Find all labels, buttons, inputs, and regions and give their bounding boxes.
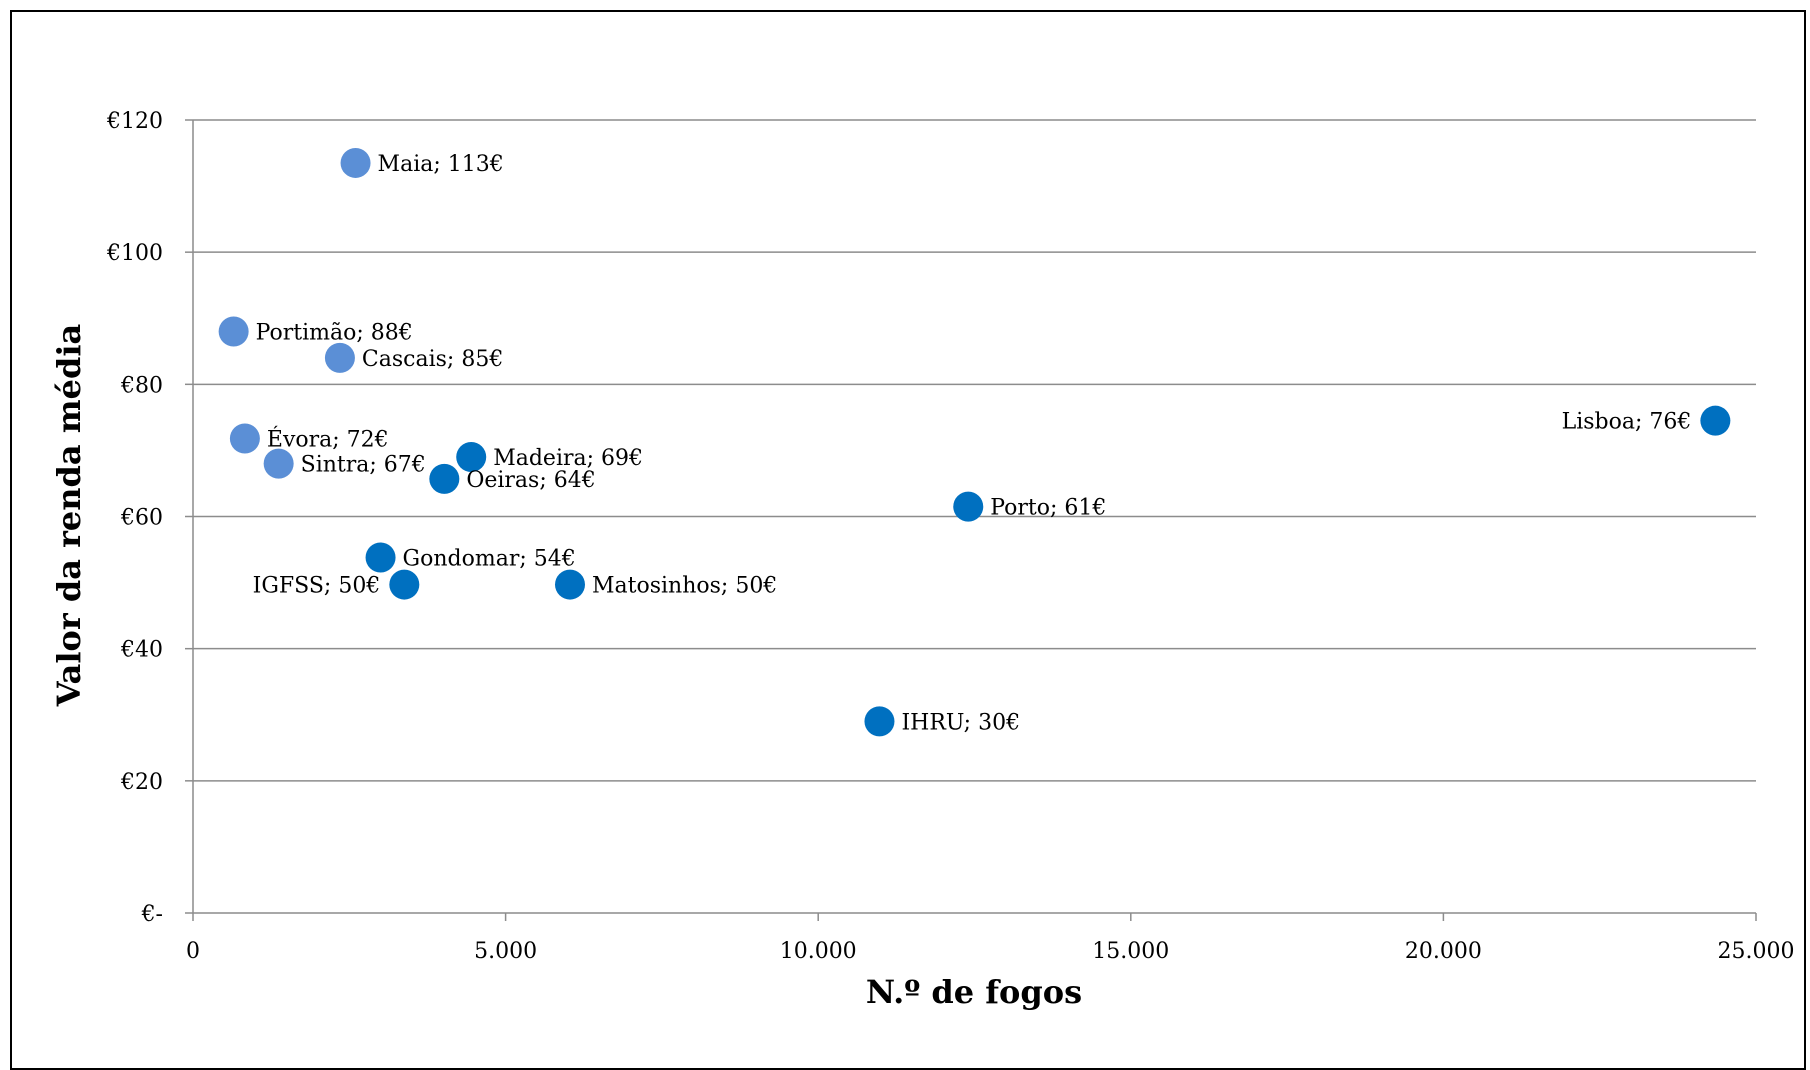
y-tick-label: €80: [120, 373, 163, 398]
data-point: [864, 706, 895, 737]
data-point: [218, 316, 249, 347]
x-axis-title: N.º de fogos: [866, 973, 1082, 1011]
data-label: Madeira; 69€: [493, 446, 643, 471]
y-tick-label: €-: [141, 902, 163, 927]
data-point: [229, 423, 260, 454]
data-label: Sintra; 67€: [301, 453, 426, 478]
gridlines: [193, 119, 1756, 782]
x-tick-labels: 0 5.000 10.000 15.000 20.000 25.000: [186, 939, 1794, 964]
x-tick-label: 10.000: [780, 939, 857, 964]
data-label: IHRU; 30€: [901, 710, 1020, 735]
scatter-chart: €- €20 €40 €60 €80 €100 €120 0 5.000 10.000 15.00…: [50, 109, 1794, 1011]
data-label: IGFSS; 50€: [253, 574, 381, 599]
data-point: [365, 542, 396, 573]
data-point: [324, 342, 355, 373]
x-tick-label: 5.000: [474, 939, 537, 964]
data-label: Cascais; 85€: [362, 347, 503, 372]
data-label: Maia; 113€: [378, 152, 504, 177]
data-label: Gondomar; 54€: [403, 546, 576, 571]
data-point: [340, 147, 371, 178]
y-tick-label: €40: [120, 638, 163, 663]
data-label: Matosinhos; 50€: [592, 574, 777, 599]
y-tick-label: €120: [106, 109, 163, 134]
x-tick-label: 15.000: [1092, 939, 1169, 964]
y-tick-label: €60: [120, 506, 163, 531]
data-label: Porto; 61€: [990, 496, 1106, 521]
chart-frame: [10, 10, 1806, 1070]
data-label: Oeiras; 64€: [466, 468, 595, 493]
data-label: Lisboa; 76€: [1562, 410, 1692, 435]
y-tick-label: €100: [106, 241, 163, 266]
y-axis-title: Valor da renda média: [50, 324, 88, 708]
axes: [185, 119, 1757, 921]
data-point: [953, 491, 984, 522]
data-point: [263, 448, 294, 479]
x-tick-label: 20.000: [1405, 939, 1482, 964]
data-point: [554, 569, 585, 600]
y-tick-label: €20: [120, 770, 163, 795]
data-points: [218, 147, 1731, 737]
x-tick-label: 0: [186, 939, 200, 964]
data-labels: Maia; 113€ Portimão; 88€Cascais; 85€ Évora…: [253, 152, 1692, 735]
x-tick-label: 25.000: [1718, 939, 1795, 964]
data-label: Portimão; 88€: [256, 320, 413, 345]
data-label: Évora; 72€: [267, 426, 389, 453]
data-point: [1700, 405, 1731, 436]
data-point: [389, 569, 420, 600]
y-tick-labels: €- €20 €40 €60 €80 €100 €120: [106, 109, 163, 927]
data-point: [429, 463, 460, 494]
data-point: [456, 442, 487, 473]
